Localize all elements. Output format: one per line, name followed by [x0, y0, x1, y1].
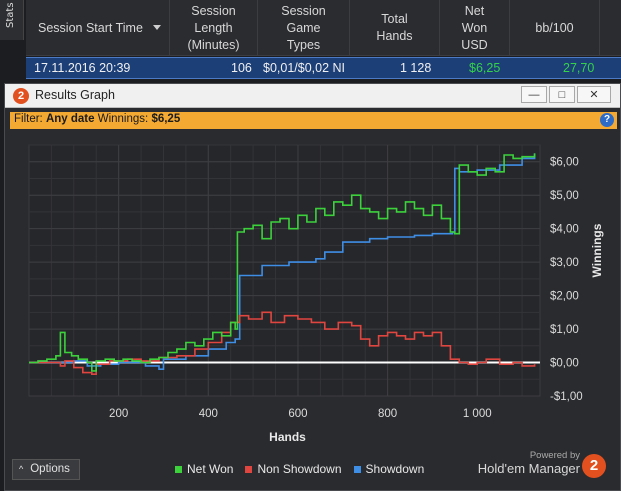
x-tick-label: 600	[288, 408, 307, 420]
powered-by-line2: Hold'em Manager	[477, 461, 580, 476]
legend-item-showdown[interactable]: Showdown	[353, 461, 425, 477]
plot-area	[28, 144, 541, 397]
minimize-icon: —	[528, 89, 540, 101]
legend-swatch-showdown	[353, 465, 361, 473]
x-tick-label: 800	[378, 408, 397, 420]
legend-item-net-won[interactable]: Net Won	[175, 461, 233, 477]
cell-hands: 1 128	[400, 61, 432, 75]
legend-swatch-non-showdown	[245, 465, 253, 473]
col-total-hands[interactable]: Total Hands	[350, 0, 440, 56]
col-session-start-time[interactable]: Session Start Time	[26, 0, 170, 56]
col-session-game-types[interactable]: Session Game Types	[258, 0, 350, 56]
legend-swatch-net-won	[175, 465, 182, 473]
legend-item-non-showdown[interactable]: Non Showdown	[245, 461, 342, 477]
legend-label-non-showdown: Non Showdown	[257, 462, 342, 476]
col-session-game-types-label: Session Game Types	[281, 3, 326, 52]
x-tick-label: 400	[199, 408, 218, 420]
filter-prefix: Filter:	[14, 113, 43, 125]
legend-label-net-won: Net Won	[187, 462, 234, 476]
col-session-start-time-label: Session Start Time	[38, 20, 143, 35]
results-graph-window: 2 Results Graph — □ ✕ Filter: Any date W…	[4, 83, 621, 491]
powered-by: Powered by Hold'em Manager	[478, 450, 580, 476]
col-session-length[interactable]: Session Length (Minutes)	[170, 0, 258, 56]
y-tick-label: $4,00	[550, 224, 579, 236]
powered-by-line1: Powered by	[529, 450, 580, 461]
hm2-brand-logo-icon: 2	[582, 454, 606, 478]
y-tick-label: $1,00	[550, 324, 579, 336]
y-tick-label: $5,00	[550, 190, 579, 202]
y-tick-label: $6,00	[550, 157, 579, 169]
cell-net-won: $6,25	[469, 61, 501, 75]
caret-up-icon: ^	[19, 464, 24, 474]
cell-start-time: 17.11.2016 20:39	[34, 61, 131, 75]
close-button[interactable]: ✕	[577, 86, 611, 103]
results-chart: -$1,00 $0,00 $1,00 $2,00 $3,00 $4,00 $5,00 $6,0…	[28, 144, 604, 444]
series-line-showdown	[29, 153, 536, 370]
options-button[interactable]: ^ Options	[12, 459, 80, 480]
maximize-button[interactable]: □	[549, 86, 575, 103]
close-icon: ✕	[589, 89, 599, 101]
col-bb100[interactable]: bb/100	[510, 0, 600, 56]
sort-caret-icon[interactable]	[153, 25, 161, 30]
session-table-header: Session Start Time Session Length (Minutes…	[26, 0, 621, 56]
x-tick-label: 200	[109, 408, 128, 420]
y-tick-label: $2,00	[550, 291, 579, 303]
col-net-won-usd-label: Net Won USD	[461, 3, 488, 52]
chart-legend: Net Won Non Showdown Showdown	[175, 461, 424, 477]
stats-side-tab-label: Stats	[5, 2, 16, 28]
options-button-label: Options	[30, 463, 70, 475]
filter-text: Filter: Any date Winnings: $6,25	[14, 113, 180, 125]
legend-label-showdown: Showdown	[365, 462, 425, 476]
y-tick-label: $0,00	[550, 358, 579, 370]
hm2-logo-icon: 2	[13, 88, 29, 104]
series-line-net-won	[29, 153, 536, 372]
x-tick-label: 1 000	[463, 408, 492, 420]
table-row[interactable]: 17.11.2016 20:39 106 $0,01/$0,02 NI 1 12…	[26, 57, 621, 79]
window-title: Results Graph	[35, 88, 115, 102]
filter-winnings-label: Winnings:	[97, 113, 149, 125]
help-icon[interactable]: ?	[600, 113, 614, 127]
col-bb100-label: bb/100	[535, 20, 574, 35]
y-tick-label: $3,00	[550, 257, 579, 269]
series-line-non-showdown	[29, 311, 536, 375]
filter-winnings-value: $6,25	[151, 113, 181, 125]
x-axis-title: Hands	[269, 430, 306, 444]
stats-side-tab[interactable]: Stats	[0, 0, 24, 40]
minimize-button[interactable]: —	[521, 86, 547, 103]
cell-length: 106	[231, 61, 252, 75]
y-tick-label: -$1,00	[550, 391, 583, 403]
filter-bar[interactable]: Filter: Any date Winnings: $6,25 ?	[10, 112, 617, 129]
col-total-hands-label: Total Hands	[376, 12, 413, 43]
cell-bb100: 27,70	[563, 61, 595, 75]
col-net-won-usd[interactable]: Net Won USD	[440, 0, 510, 56]
cell-game-type: $0,01/$0,02 NI	[263, 61, 346, 75]
maximize-icon: □	[558, 89, 566, 101]
window-titlebar[interactable]: 2 Results Graph — □ ✕	[5, 84, 620, 108]
filter-date-value: Any date	[45, 113, 95, 125]
col-session-length-label: Session Length (Minutes)	[187, 3, 240, 52]
y-axis-title: Winnings	[590, 223, 604, 277]
